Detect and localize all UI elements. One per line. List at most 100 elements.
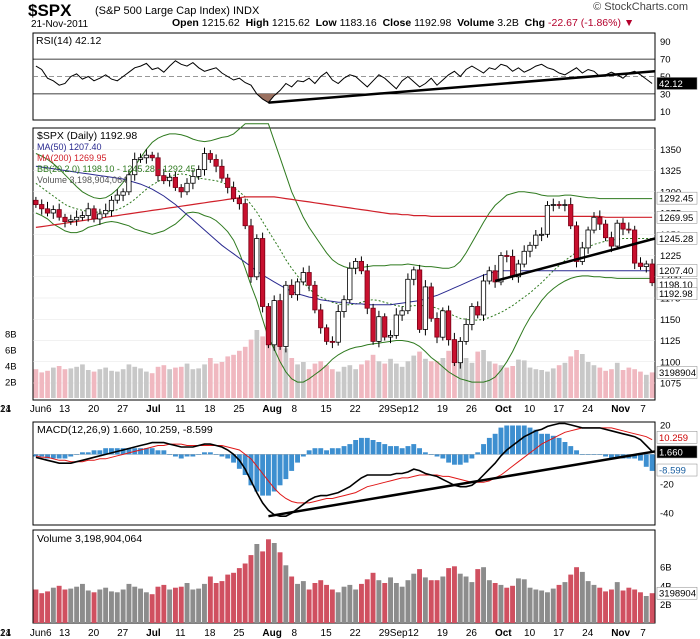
candle-body [300, 272, 306, 283]
volume-bar [498, 584, 504, 623]
price-volume-bar [51, 367, 56, 398]
volume-bar [45, 591, 50, 623]
candle-body [132, 158, 138, 176]
volume-bar [632, 589, 638, 623]
price-x-label: Jun6 [30, 404, 52, 415]
price-right-label: 1192.98 [659, 289, 693, 300]
price-volume-bar [428, 361, 434, 398]
volume-bar [271, 543, 277, 623]
macd-histogram-bar [318, 448, 324, 455]
volume-bar [50, 587, 56, 623]
macd-histogram-bar [597, 454, 603, 455]
price-volume-bar [33, 369, 39, 398]
candle-body [539, 233, 545, 236]
macd-tick-label: 20 [660, 420, 671, 431]
candle-body [556, 204, 562, 206]
volume-x-label: 24 [582, 628, 594, 639]
candle-body [137, 157, 144, 160]
volume-bar [254, 544, 260, 623]
macd-histogram-bar [85, 452, 91, 455]
volume-bar [155, 586, 161, 623]
price-volume-bar [527, 367, 533, 398]
macd-histogram-bar [50, 454, 56, 459]
macd-histogram-bar [231, 454, 236, 463]
macd-histogram-bar [370, 440, 376, 455]
macd-histogram-bar [498, 427, 504, 455]
price-volume-bar [132, 366, 138, 398]
macd-histogram-bar [143, 448, 149, 455]
price-volume-bar [266, 326, 271, 398]
volume-bar [231, 572, 236, 623]
volume-bar [510, 585, 515, 623]
macd-histogram-bar [434, 454, 440, 457]
macd-histogram-bar [638, 454, 643, 461]
volume-bar [516, 578, 521, 623]
macd-histogram-bar [335, 448, 341, 455]
macd-histogram-bar [359, 437, 364, 455]
price-volume-bar [516, 359, 521, 398]
price-volume-bar [353, 369, 358, 398]
macd-histogram-bar [585, 454, 591, 455]
macd-histogram-bar [405, 446, 411, 455]
candle-body [649, 263, 655, 284]
price-volume-bar [138, 368, 143, 398]
price-volume-bar [341, 366, 347, 398]
price-tick-label: 1350 [660, 145, 681, 156]
candle-body [358, 260, 365, 272]
volume-x-label: 14 [0, 628, 12, 639]
volume-bar [103, 587, 109, 623]
quote-date: 21-Nov-2011 [31, 19, 89, 30]
macd-histogram-bar [417, 448, 422, 455]
price-volume-bar [388, 358, 393, 398]
candle-body [370, 307, 376, 342]
candle-body [143, 154, 149, 159]
candle-body [207, 153, 213, 160]
price-volume-bar [190, 369, 196, 398]
macd-histogram-bar [109, 448, 114, 455]
price-volume-bar [225, 356, 231, 398]
quote-line: Open 1215.62 High 1215.62 Low 1183.16 Cl… [172, 17, 634, 29]
price-volume-bar [568, 356, 574, 398]
volume-bar [481, 567, 486, 623]
macd-histogram-bar [202, 452, 207, 455]
candle-body [120, 191, 126, 196]
price-volume-bar [463, 358, 469, 398]
volume-bar [359, 583, 364, 623]
candle-body [201, 153, 208, 171]
price-volume-bar [202, 364, 207, 398]
price-volume-bar [417, 351, 422, 398]
macd-histogram-bar [516, 425, 521, 455]
price-volume-bar [550, 368, 556, 398]
price-volume-bar [638, 371, 643, 398]
rsi-legend: RSI(14) 42.12 [36, 35, 102, 47]
volume-bar [138, 588, 143, 623]
volume-bar [324, 584, 329, 623]
candle-body [190, 175, 196, 184]
volume-x-label: Jul [146, 628, 161, 639]
candle-body [632, 229, 638, 264]
ticker-description: (S&P 500 Large Cap Index) INDX [95, 5, 260, 17]
volume-x-label: 7 [640, 628, 646, 639]
price-volume-bar [97, 369, 103, 398]
candle-body [74, 216, 80, 221]
volume-bar [475, 569, 481, 623]
price-volume-bar [364, 360, 370, 398]
price-x-label: 20 [88, 404, 100, 415]
candle-body [498, 255, 504, 283]
macd-histogram-bar [353, 440, 359, 455]
macd-histogram-bar [521, 425, 527, 455]
candle-body [579, 247, 585, 262]
high-label: High [245, 17, 269, 29]
candle-body [387, 334, 394, 338]
price-right-label: 1269.95 [659, 213, 693, 224]
candle-body [126, 174, 132, 193]
macd-right-label: 1.660 [659, 447, 683, 458]
macd-histogram-bar [271, 454, 277, 492]
volume-bar [626, 587, 632, 623]
candle-body [486, 270, 492, 282]
macd-histogram-bar [504, 425, 510, 455]
volume-bar [521, 579, 527, 623]
candle-body [289, 284, 295, 296]
price-right-label: 1207.40 [659, 266, 693, 277]
close-value: 1192.98 [414, 17, 452, 29]
